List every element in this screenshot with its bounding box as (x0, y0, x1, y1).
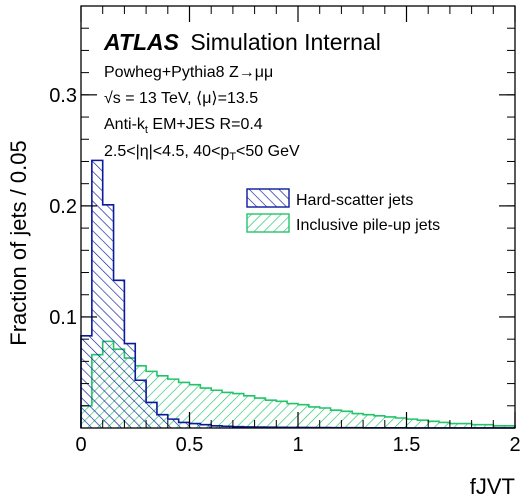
bar (81, 335, 92, 428)
legend-label-pileup: Inclusive pile-up jets (296, 217, 440, 234)
x-tick-label: 0.5 (176, 434, 204, 456)
bar (504, 425, 515, 428)
bar (91, 160, 103, 428)
annotation-kinematics-b: <50 GeV (236, 143, 300, 160)
bar (146, 371, 157, 428)
bar (189, 384, 201, 428)
legend-entry-pileup: Inclusive pile-up jets (246, 213, 440, 234)
legend-label-hard-scatter: Hard-scatter jets (296, 192, 413, 209)
bar (167, 419, 179, 428)
bar (222, 392, 233, 428)
bar (243, 395, 255, 428)
bar (482, 424, 494, 428)
bar (102, 204, 114, 428)
bar (113, 280, 125, 428)
x-axis-label: fJVT (470, 474, 515, 499)
bar (439, 422, 450, 428)
bar (156, 414, 168, 428)
bar (395, 418, 407, 428)
x-tick-label: 2 (509, 434, 520, 456)
legend-entry-hard-scatter: Hard-scatter jets (246, 188, 413, 209)
bar (298, 404, 309, 428)
bar (167, 379, 179, 428)
bar (352, 413, 364, 428)
atlas-label: ATLAS (103, 29, 180, 55)
histogram-bars (80, 159, 516, 429)
bar (200, 388, 212, 428)
annotation-kinematics-a: 2.5<|η|<4.5, 40<p (104, 143, 229, 160)
atlas-status: Simulation Internal (190, 29, 381, 55)
bar (493, 425, 505, 428)
bar (146, 402, 157, 428)
bar (319, 408, 331, 428)
bar (308, 406, 320, 428)
legend: Hard-scatter jets Inclusive pile-up jets (246, 188, 440, 234)
bar (265, 400, 277, 428)
bar (124, 343, 136, 428)
legend-swatch-hard-scatter (246, 188, 290, 208)
bar (135, 380, 147, 428)
bar (460, 423, 472, 428)
bar (449, 423, 461, 428)
y-axis-label: Fraction of jets / 0.05 (6, 140, 31, 345)
y-tick-label: 0.2 (49, 196, 77, 218)
y-tick-label: 0.3 (49, 85, 77, 107)
bar (178, 382, 190, 428)
y-tick-label: 0.1 (49, 307, 77, 329)
axis-ticks: 0 0.5 1 1.5 2 0.1 0.2 0.3 (49, 5, 521, 456)
bar (200, 424, 212, 428)
bar (232, 393, 244, 428)
annotation-jet-algorithm-sub: t (145, 124, 148, 136)
atlas-title: ATLAS Simulation Internal (103, 29, 381, 55)
bar (189, 423, 201, 428)
bar (417, 420, 429, 428)
annotation-energy: √s = 13 TeV, ⟨μ⟩=13.5 (104, 90, 258, 107)
annotation-generator: Powheg+Pythia8 Z→μμ (104, 64, 273, 81)
bar (211, 390, 223, 428)
x-tick-label: 1 (292, 434, 303, 456)
bar (276, 401, 288, 428)
annotation-jet-algorithm-a: Anti-k (104, 116, 146, 133)
bar (341, 411, 353, 428)
bar (384, 416, 396, 428)
bar (330, 410, 342, 428)
bar (373, 415, 385, 428)
x-tick-label: 0 (75, 434, 86, 456)
legend-swatch-pileup (246, 213, 290, 233)
bar (211, 425, 223, 428)
bar (287, 403, 298, 428)
x-tick-label: 1.5 (393, 434, 421, 456)
bar (254, 398, 266, 428)
bar (156, 375, 168, 428)
annotation-jet-algorithm-b: EM+JES R=0.4 (148, 116, 263, 133)
bar (222, 426, 233, 428)
bar (428, 421, 440, 428)
annotation-jet-algorithm: Anti-kt EM+JES R=0.4 (104, 116, 263, 136)
bar (406, 419, 418, 428)
annotation-kinematics: 2.5<|η|<4.5, 40<pT<50 GeV (104, 143, 300, 163)
bar (363, 414, 374, 428)
bar (471, 424, 483, 428)
annotation-kinematics-sub: T (229, 151, 236, 163)
bar (178, 422, 190, 428)
